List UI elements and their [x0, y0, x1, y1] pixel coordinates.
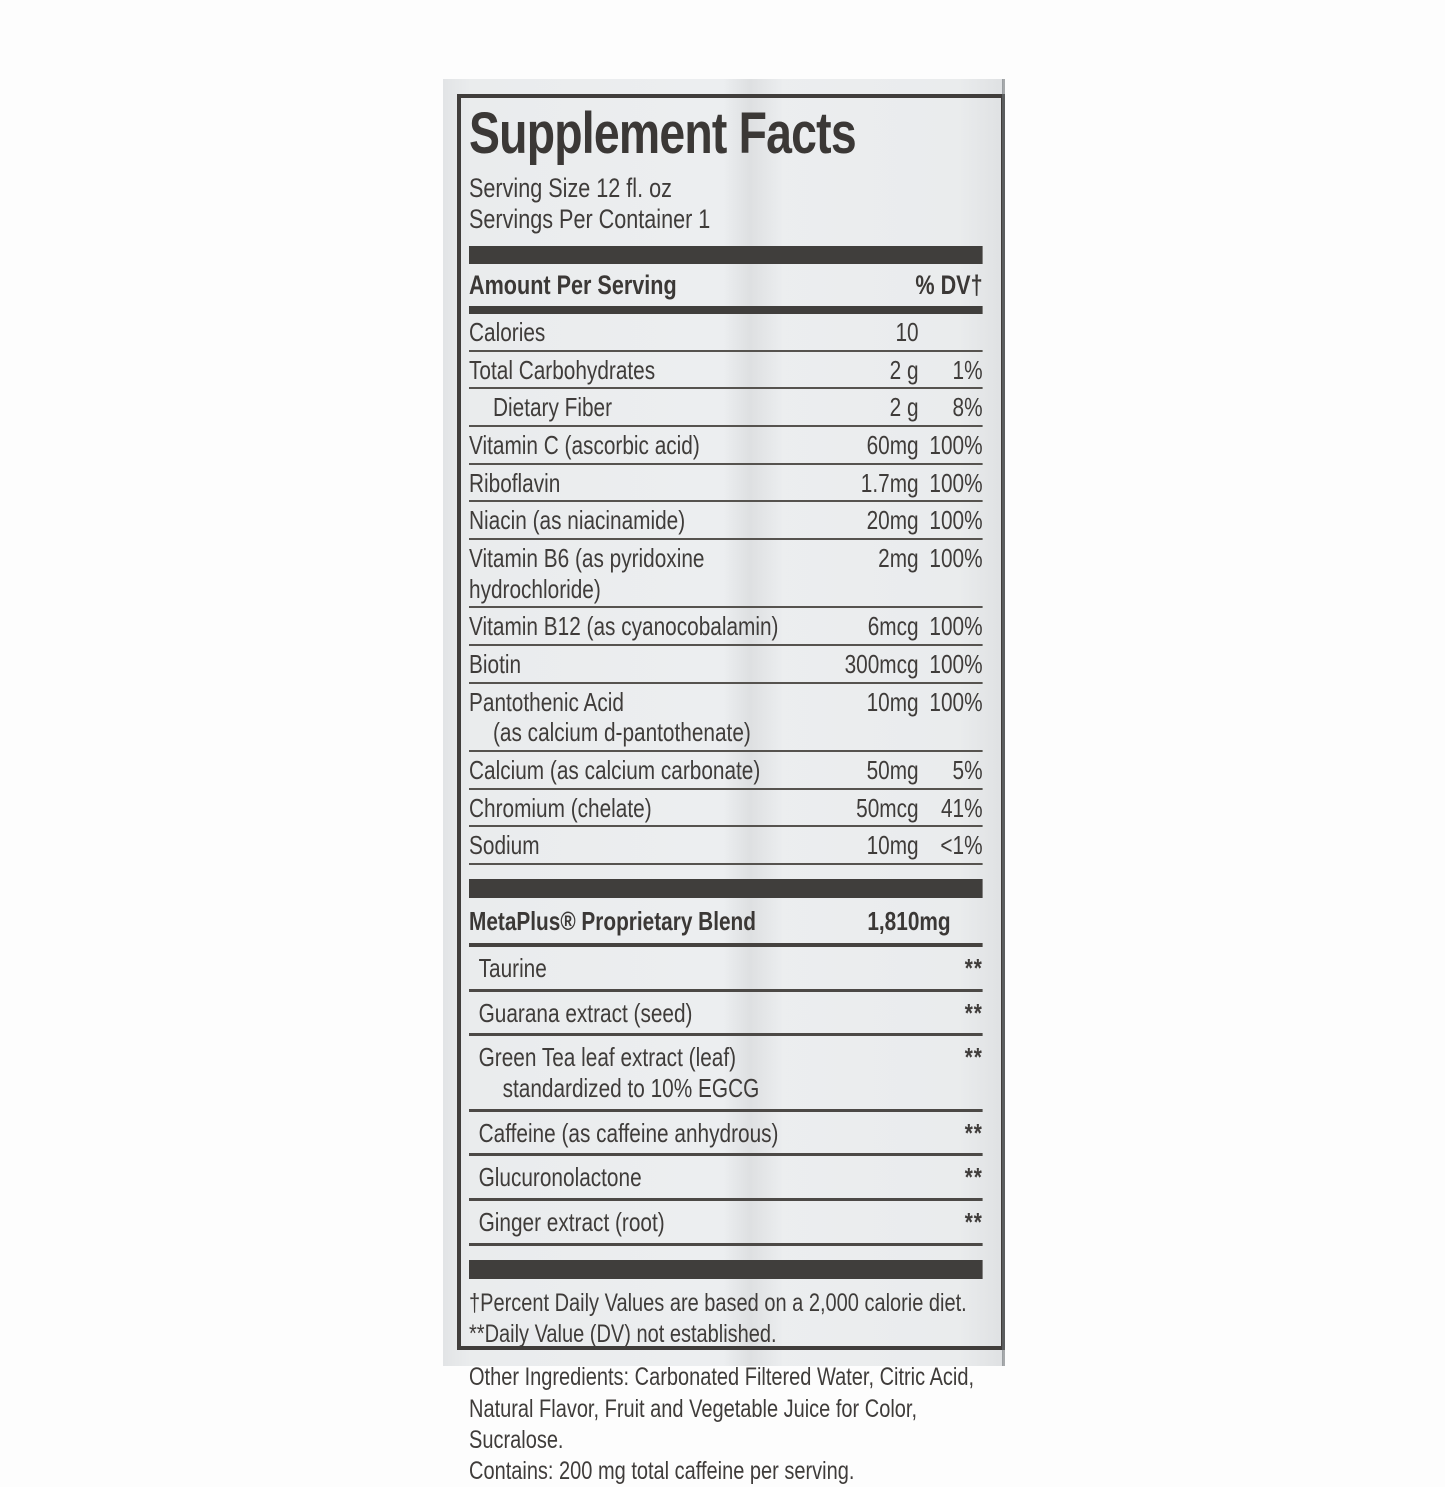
- nutrient-row-vitamin-b6: Vitamin B6 (as pyridoxine hydrochloride)…: [469, 540, 983, 609]
- panel-content: Supplement Facts Serving Size 12 fl. oz …: [469, 101, 983, 1487]
- divider-bar-footnote: [469, 1259, 983, 1279]
- nutrient-name: Sodium: [469, 830, 540, 861]
- blend-ingredient-name: Caffeine (as caffeine anhydrous): [478, 1117, 779, 1148]
- blend-ingredient-name: Guarana extract (seed): [478, 997, 693, 1028]
- nutrient-dv: <1%: [940, 830, 983, 861]
- nutrient-row-biotin: Biotin 300mcg 100%: [469, 646, 983, 684]
- blend-ingredient-dv: **: [964, 1207, 983, 1238]
- nutrient-amount: 300mcg: [844, 649, 919, 680]
- nutrient-name: Biotin: [469, 649, 522, 680]
- nutrient-dv: 100%: [929, 505, 983, 536]
- nutrient-row-vitamin-b12: Vitamin B12 (as cyanocobalamin) 6mcg 100…: [469, 608, 983, 647]
- divider-bar-header: [469, 305, 983, 314]
- blend-ingredient-name: Ginger extract (root): [478, 1207, 665, 1238]
- blend-ingredient-name: Taurine: [478, 953, 547, 984]
- blend-ingredient-name: Glucuronolactone: [478, 1162, 642, 1193]
- nutrient-name: Dietary Fiber: [493, 392, 613, 423]
- nutrient-amount: 2mg: [878, 543, 919, 574]
- other-ingredients-block: Other Ingredients: Carbonated Filtered W…: [469, 1362, 983, 1487]
- blend-row-guarana: Guarana extract (seed) **: [469, 992, 983, 1037]
- nutrient-row-sodium: Sodium 10mg <1%: [469, 827, 983, 866]
- supplement-facts-panel: Supplement Facts Serving Size 12 fl. oz …: [457, 94, 1005, 1485]
- nutrient-amount: 10mg: [866, 830, 919, 861]
- nutrient-dv: 1%: [952, 354, 983, 385]
- blend-ingredient-dv: **: [964, 953, 983, 984]
- column-header-row: Amount Per Serving % DV†: [469, 264, 983, 306]
- blend-amount: 1,810mg: [867, 906, 951, 937]
- product-photo: Supplement Facts Serving Size 12 fl. oz …: [443, 79, 1005, 1485]
- nutrient-row-pantothenic-acid: Pantothenic Acid (as calcium d-pantothen…: [469, 684, 983, 753]
- nutrient-row-riboflavin: Riboflavin 1.7mg 100%: [469, 465, 983, 503]
- blend-ingredient-dv: **: [964, 1042, 983, 1073]
- nutrient-row-niacin: Niacin (as niacinamide) 20mg 100%: [469, 502, 983, 541]
- nutrient-amount: 6mcg: [867, 611, 919, 642]
- blend-ingredient-dv: **: [964, 1117, 983, 1148]
- nutrient-amount: 20mg: [866, 505, 919, 536]
- percent-dv-header: % DV†: [915, 269, 983, 300]
- blend-ingredient-dv: **: [964, 997, 983, 1028]
- nutrient-row-calcium: Calcium (as calcium carbonate) 50mg 5%: [469, 752, 983, 790]
- serving-size: Serving Size 12 fl. oz: [469, 172, 672, 203]
- nutrient-amount: 10mg: [866, 686, 919, 717]
- nutrient-row-vitamin-c: Vitamin C (ascorbic acid) 60mg 100%: [469, 427, 983, 465]
- footnote-daily-values: †Percent Daily Values are based on a 2,0…: [469, 1288, 967, 1317]
- supplement-label: Supplement Facts Serving Size 12 fl. oz …: [443, 79, 1005, 1485]
- nutrient-dv: 100%: [929, 686, 983, 717]
- divider-bar-top: [469, 245, 983, 264]
- panel-title: Supplement Facts: [469, 101, 857, 166]
- blend-row-caffeine: Caffeine (as caffeine anhydrous) **: [469, 1112, 983, 1157]
- nutrient-name-line2: (as calcium d-pantothenate): [493, 717, 751, 748]
- nutrient-name: Niacin (as niacinamide): [469, 505, 686, 536]
- nutrient-name: Vitamin B12 (as cyanocobalamin): [469, 611, 779, 642]
- servings-per-container: Servings Per Container 1: [469, 203, 711, 234]
- nutrient-amount: 60mg: [866, 430, 919, 460]
- nutrient-dv: 100%: [929, 649, 983, 680]
- footnote-not-established: **Daily Value (DV) not established.: [469, 1320, 777, 1349]
- blend-row-ginger: Ginger extract (root) **: [469, 1201, 983, 1246]
- nutrient-amount: 2 g: [889, 392, 919, 423]
- blend-ingredient-name: Green Tea leaf extract (leaf) standardiz…: [469, 1042, 935, 1103]
- nutrient-amount: 50mg: [866, 755, 919, 786]
- contains-caffeine-text: Contains: 200 mg total caffeine per serv…: [469, 1457, 855, 1486]
- nutrient-amount: 10: [895, 316, 919, 347]
- blend-ingredient-line1: Green Tea leaf extract (leaf): [478, 1042, 737, 1073]
- blend-ingredient-line2: standardized to 10% EGCG: [502, 1073, 760, 1104]
- amount-per-serving-header: Amount Per Serving: [469, 269, 677, 300]
- nutrient-name: Pantothenic Acid (as calcium d-pantothen…: [469, 687, 829, 748]
- nutrient-amount: 2 g: [889, 354, 919, 385]
- nutrient-dv: 100%: [929, 543, 983, 574]
- nutrient-amount: 1.7mg: [860, 467, 919, 498]
- nutrient-dv: 41%: [940, 792, 983, 823]
- nutrient-dv: 5%: [952, 755, 983, 786]
- nutrient-name: Total Carbohydrates: [469, 354, 656, 385]
- divider-bar-blend: [469, 879, 983, 899]
- nutrient-name: Calories: [469, 316, 546, 347]
- nutrient-dv: 100%: [929, 467, 983, 498]
- blend-name: MetaPlus® Proprietary Blend: [469, 906, 756, 937]
- nutrient-amount: 50mcg: [856, 792, 919, 823]
- nutrient-name: Vitamin B6 (as pyridoxine hydrochloride): [469, 543, 705, 604]
- nutrient-dv: 100%: [929, 611, 983, 642]
- blend-header-row: MetaPlus® Proprietary Blend 1,810mg: [469, 898, 983, 948]
- nutrient-name: Vitamin C (ascorbic acid): [469, 430, 700, 460]
- footnotes: †Percent Daily Values are based on a 2,0…: [469, 1288, 983, 1351]
- nutrient-dv: 100%: [929, 430, 983, 460]
- blend-row-glucuronolactone: Glucuronolactone **: [469, 1156, 983, 1202]
- nutrient-name: Calcium (as calcium carbonate): [469, 755, 761, 786]
- nutrient-row-calories: Calories 10: [469, 314, 983, 352]
- nutrient-row-dietary-fiber: Dietary Fiber 2 g 8%: [469, 389, 983, 427]
- blend-row-green-tea: Green Tea leaf extract (leaf) standardiz…: [469, 1036, 983, 1112]
- nutrient-name: Riboflavin: [469, 467, 561, 498]
- nutrient-name-line1: Pantothenic Acid: [469, 686, 624, 717]
- other-ingredients-text: Other Ingredients: Carbonated Filtered W…: [469, 1363, 975, 1454]
- blend-ingredient-dv: **: [964, 1162, 983, 1193]
- nutrient-name: Chromium (chelate): [469, 792, 652, 823]
- blend-row-taurine: Taurine **: [469, 947, 983, 992]
- nutrient-row-total-carbohydrates: Total Carbohydrates 2 g 1%: [469, 352, 983, 390]
- nutrient-dv: 8%: [952, 392, 983, 423]
- nutrient-row-chromium: Chromium (chelate) 50mcg 41%: [469, 790, 983, 828]
